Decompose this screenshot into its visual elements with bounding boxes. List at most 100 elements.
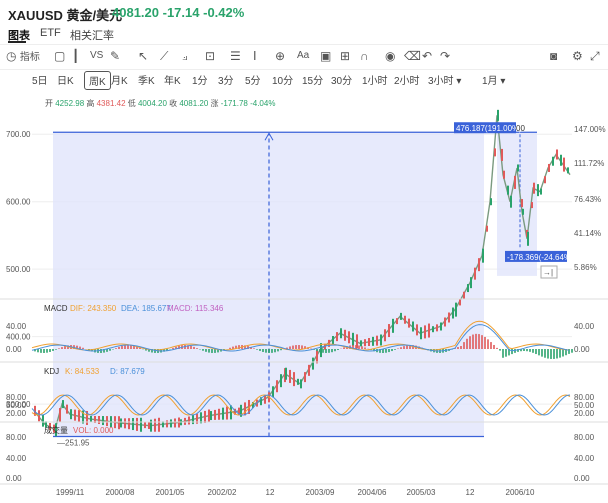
redo-icon[interactable]: ↷ xyxy=(440,49,450,63)
macd-bar xyxy=(280,349,282,350)
timeframe-13[interactable]: 2小时 xyxy=(394,72,420,87)
cursor-icon[interactable]: ↖ xyxy=(138,49,148,63)
timeframe-7[interactable]: 3分 xyxy=(218,72,234,87)
candle xyxy=(478,258,480,271)
eye-icon[interactable]: ◉ xyxy=(385,49,395,63)
fib-icon[interactable]: ☰ xyxy=(230,49,241,63)
settings-icon[interactable]: ⚙ xyxy=(572,49,583,63)
trendline-icon[interactable]: ⟋ xyxy=(160,49,168,63)
macd-tick-right: 40.00 xyxy=(574,322,595,331)
polyline-icon[interactable]: ⟓ xyxy=(182,49,188,63)
drawing-toolbar: ◷ 指标 ▢ ┃ VS ✎ ↖ ⟋ ⟓ ⊡ ☰ Ⅰ ⊕ Aa ▣ ⊞ ∩ ◉ ⌫… xyxy=(0,44,608,70)
timeframe-11[interactable]: 30分 xyxy=(331,72,352,87)
fullscreen-icon[interactable]: ⤢ xyxy=(590,49,600,63)
tab-bar: 图表 ETF 相关汇率 xyxy=(0,24,608,44)
kline-chart-svg[interactable]: 开 4252.98 高 4381.42 低 4004.20 收 4081.20 … xyxy=(0,92,608,500)
measure-icon[interactable]: ⊕ xyxy=(275,49,285,63)
macd-bar xyxy=(364,347,366,349)
price-change-pct: -0.42% xyxy=(203,5,244,20)
candle xyxy=(490,198,492,205)
kdj-tick: 20.00 xyxy=(6,409,27,418)
macd-bar xyxy=(46,349,48,353)
camera-icon[interactable]: ◙ xyxy=(550,49,557,63)
grid-icon[interactable]: ⊞ xyxy=(340,49,350,63)
timeframe-0[interactable]: 5日 xyxy=(32,72,48,87)
candle xyxy=(420,327,422,339)
macd-bar xyxy=(481,335,483,349)
macd-bar xyxy=(403,346,405,349)
timeframe-4[interactable]: 季K xyxy=(138,72,155,87)
macd-macd: MACD: 115.346 xyxy=(167,304,224,313)
candle xyxy=(214,410,216,420)
macd-bar xyxy=(49,349,51,352)
timeframe-5[interactable]: 年K xyxy=(164,72,181,87)
macd-bar xyxy=(196,348,198,349)
candle xyxy=(178,418,180,428)
candle xyxy=(90,416,92,422)
square-icon[interactable]: ▢ xyxy=(54,49,65,63)
candle xyxy=(470,277,472,288)
macd-bar xyxy=(193,347,195,349)
pencil-icon[interactable]: ✎ xyxy=(110,49,120,63)
candle xyxy=(124,418,126,428)
candle xyxy=(537,184,539,196)
text-tool[interactable]: Aa xyxy=(297,49,309,63)
vol-tick: 0.00 xyxy=(6,474,22,483)
candle-icon[interactable]: ┃ xyxy=(72,49,79,63)
macd-bar xyxy=(544,349,546,358)
macd-bar xyxy=(55,349,57,350)
candle xyxy=(120,418,122,427)
macd-dif: DIF: 243.350 xyxy=(70,304,117,313)
undo-icon[interactable]: ↶ xyxy=(422,49,432,63)
timeframe-3[interactable]: 月K xyxy=(111,72,128,87)
candle xyxy=(42,415,44,427)
macd-bar xyxy=(115,348,117,349)
macd-bar xyxy=(385,349,387,353)
timeframe-10[interactable]: 15分 xyxy=(302,72,323,87)
candle xyxy=(332,336,334,344)
macd-bar xyxy=(466,339,468,349)
timeframe-15[interactable]: 1月 ▾ xyxy=(482,72,505,87)
header-bar: XAUUSD 黄金/美元 4081.20 -17.14 -0.42% xyxy=(0,0,608,24)
tab-etf[interactable]: ETF xyxy=(40,27,61,39)
price-tick: 600.00 xyxy=(6,198,31,207)
timeframe-6[interactable]: 1分 xyxy=(192,72,208,87)
macd-dea: DEA: 185.677 xyxy=(121,304,171,313)
macd-bar xyxy=(118,347,120,349)
timeframe-1[interactable]: 日K xyxy=(57,72,74,87)
timeframe-9[interactable]: 10分 xyxy=(272,72,293,87)
macd-bar xyxy=(319,349,321,352)
macd-bar xyxy=(208,349,210,353)
trash-icon[interactable]: ⌫ xyxy=(404,49,421,63)
timeframe-12[interactable]: 1小时 xyxy=(362,72,388,87)
timeframe-14[interactable]: 3小时 ▾ xyxy=(428,72,461,87)
candle xyxy=(144,422,146,428)
candle xyxy=(222,408,224,420)
macd-bar xyxy=(397,348,399,349)
candle xyxy=(244,402,246,415)
symbol-title: XAUUSD 黄金/美元 xyxy=(8,5,122,24)
indicator-button[interactable]: ◷ 指标 xyxy=(6,49,40,65)
candle xyxy=(188,416,190,424)
candle xyxy=(272,386,274,397)
macd-bar xyxy=(502,349,504,358)
candle xyxy=(510,196,512,208)
compare-button[interactable]: VS xyxy=(90,49,103,63)
candle xyxy=(440,322,442,330)
tab-related-fx[interactable]: 相关汇率 xyxy=(70,27,114,43)
candle xyxy=(316,350,318,363)
image-icon[interactable]: ▣ xyxy=(320,49,331,63)
rectangle-icon[interactable]: ⊡ xyxy=(205,49,215,63)
timeframe-8[interactable]: 5分 xyxy=(245,72,261,87)
macd-bar xyxy=(214,349,216,353)
candle xyxy=(74,410,76,421)
macd-bar xyxy=(205,349,207,352)
candle xyxy=(497,110,499,121)
macd-bar xyxy=(334,349,336,351)
candle xyxy=(540,189,542,195)
chart-area[interactable]: 开 4252.98 高 4381.42 低 4004.20 收 4081.20 … xyxy=(0,92,608,500)
text-cursor-icon[interactable]: Ⅰ xyxy=(253,49,257,63)
timeframe-2[interactable]: 周K xyxy=(84,71,111,90)
vol-tick: 40.00 xyxy=(6,454,27,463)
magnet-icon[interactable]: ∩ xyxy=(360,49,369,63)
